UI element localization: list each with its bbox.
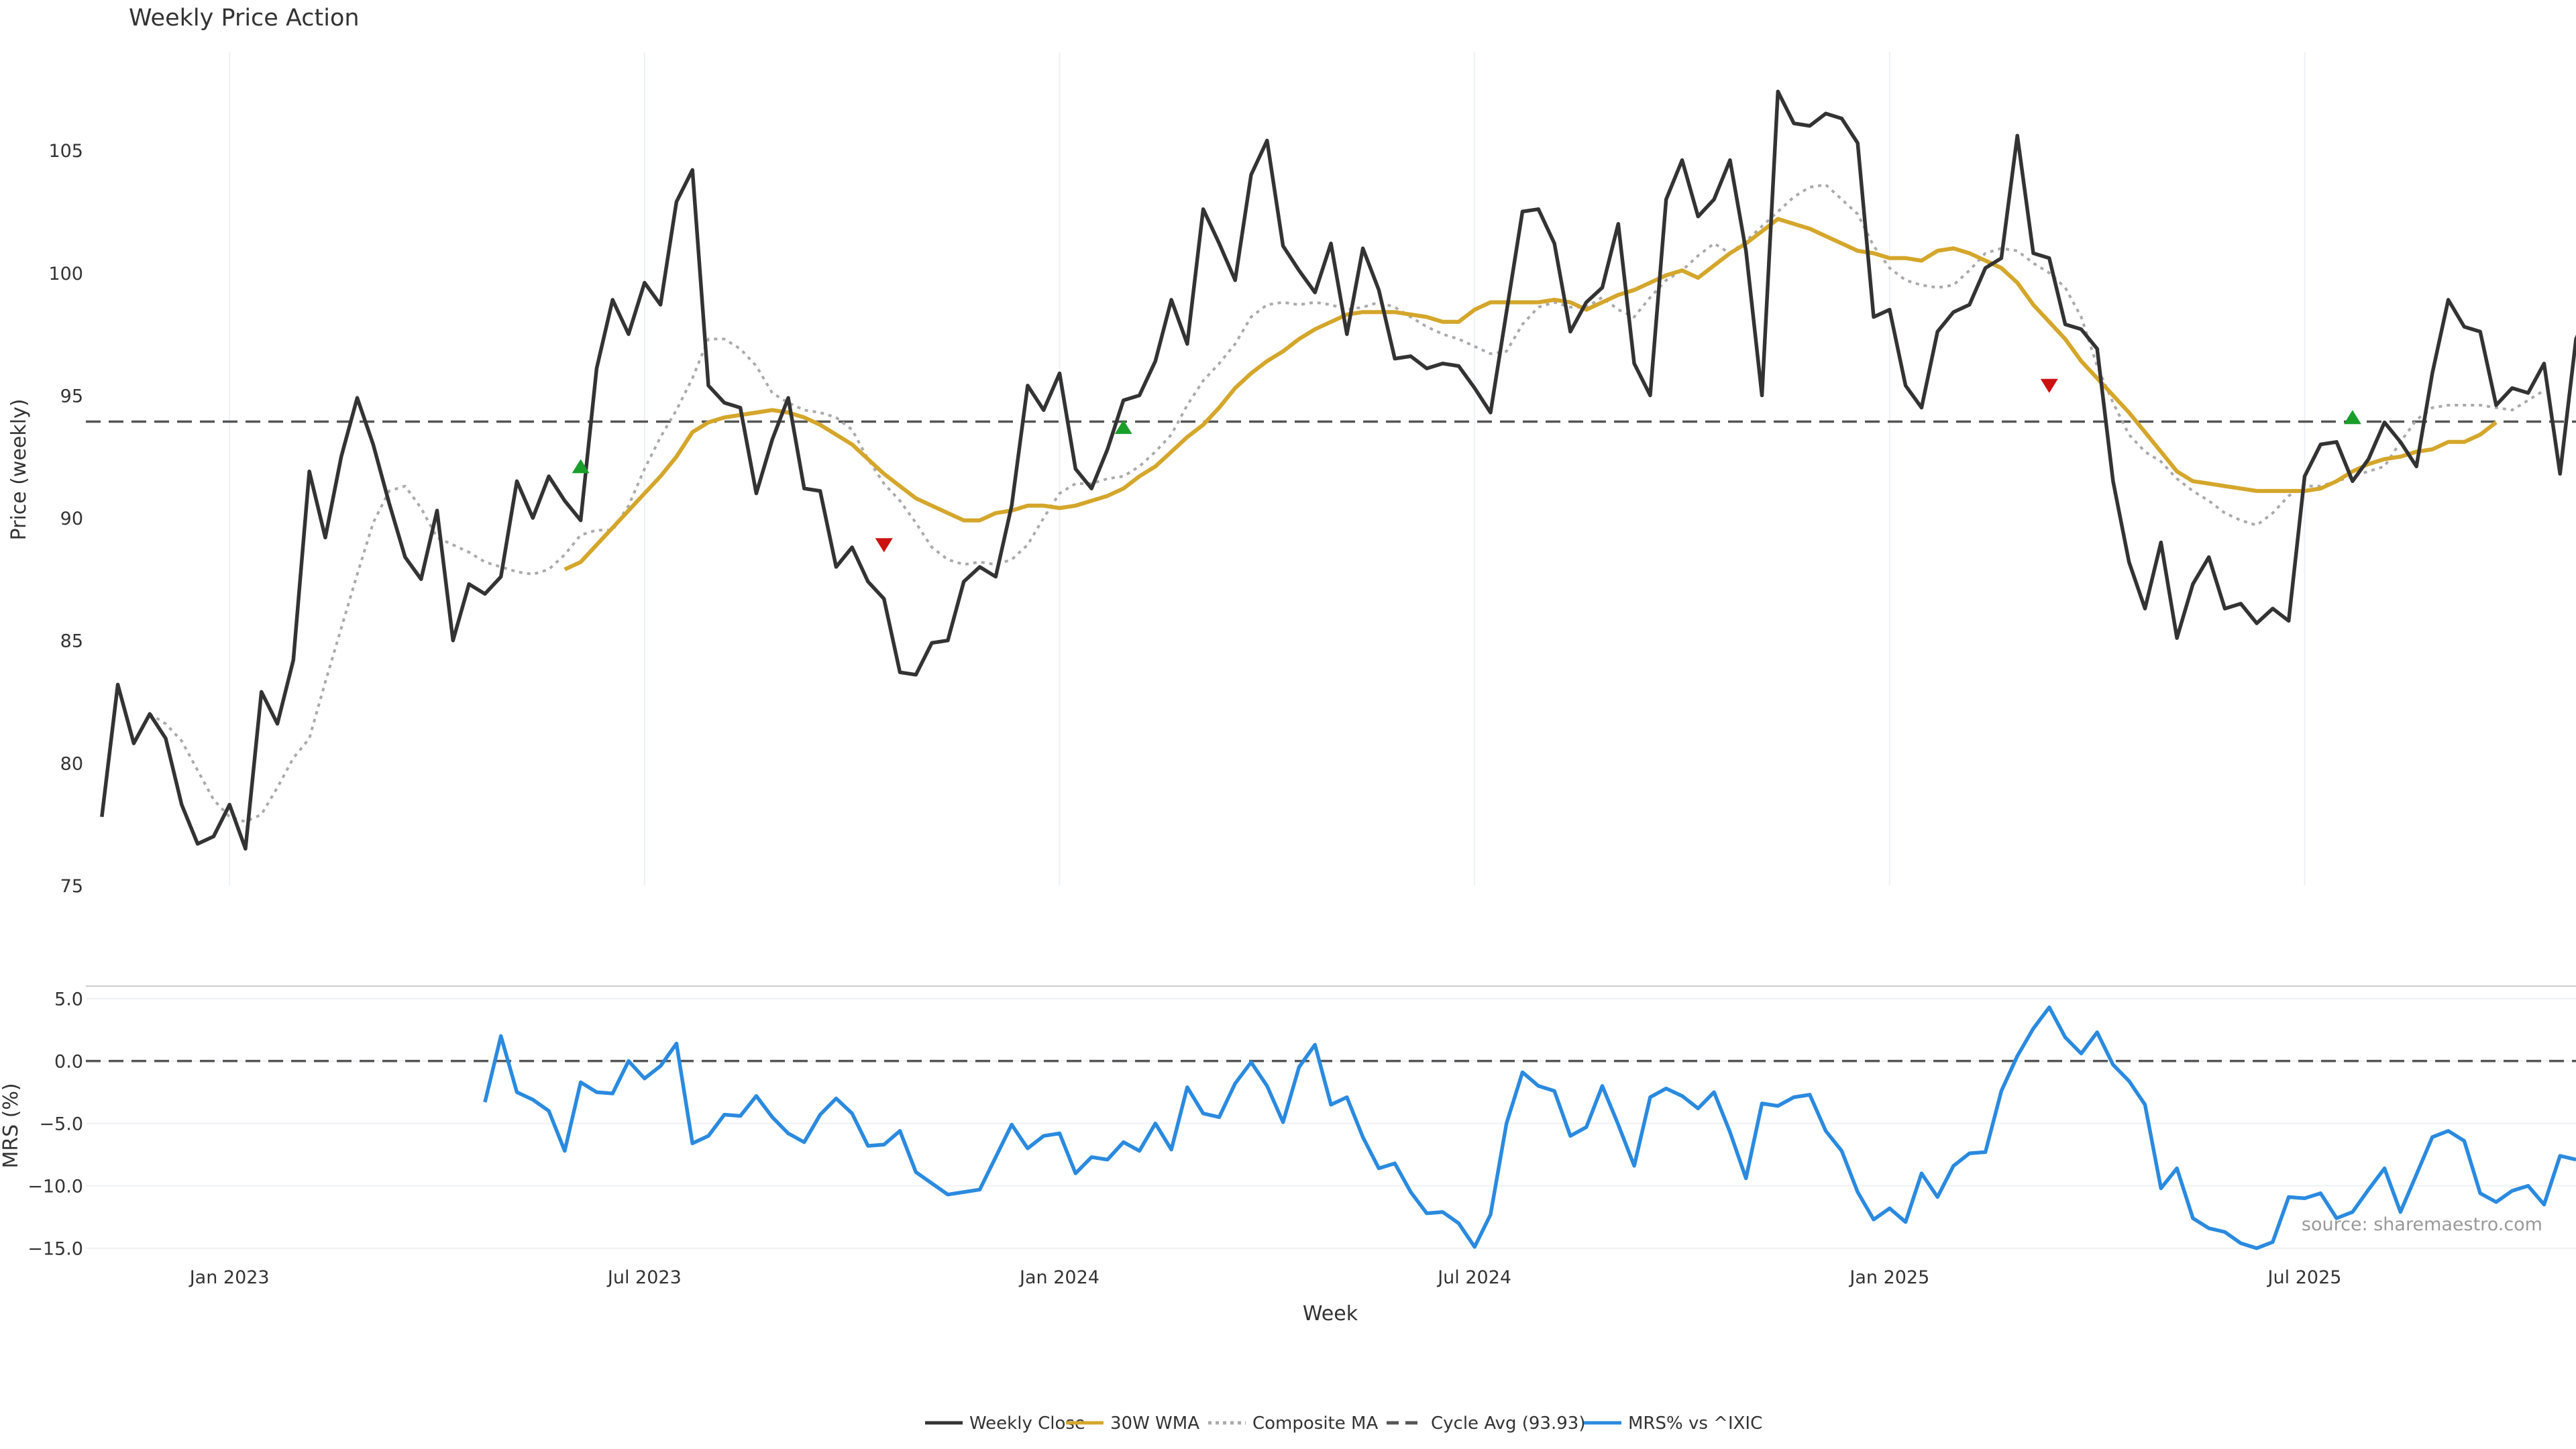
x-tick-label: Jul 2025 bbox=[2267, 1267, 2342, 1288]
chart-title: Weekly Price Action bbox=[129, 5, 360, 32]
mrs-line bbox=[483, 1005, 2576, 1250]
price-y-tick-label: 100 bbox=[48, 264, 83, 284]
x-tick-label: Jan 2023 bbox=[189, 1267, 270, 1288]
x-tick-label: Jan 2024 bbox=[1018, 1267, 1099, 1288]
mrs-y-tick-label: 0.0 bbox=[54, 1052, 83, 1073]
legend-item-label: 30W WMA bbox=[1110, 1413, 1199, 1434]
price-y-tick-label: 90 bbox=[60, 508, 83, 529]
buy-signal-marker bbox=[572, 459, 590, 474]
source-note: source: sharemaestro.com bbox=[2302, 1214, 2542, 1235]
sell-signal-marker bbox=[2040, 378, 2058, 393]
mrs-y-tick-label: −10.0 bbox=[28, 1177, 83, 1197]
wma-30w-line bbox=[564, 217, 2498, 572]
price-y-axis-label: Price (weekly) bbox=[7, 398, 31, 540]
mrs-y-axis-label: MRS (%) bbox=[0, 1083, 23, 1168]
x-tick-label: Jul 2024 bbox=[1436, 1267, 1511, 1288]
mrs-y-tick-label: 5.0 bbox=[54, 989, 83, 1010]
legend-item-label: Cycle Avg (93.93) bbox=[1431, 1413, 1585, 1434]
x-ticks: Jan 2023 Jul 2023 Jan 2024 Jul 2024 Jan 2025… bbox=[189, 1267, 2342, 1288]
legend-item-label: MRS% vs ^IXIC bbox=[1628, 1413, 1762, 1434]
buy-signal-marker bbox=[2343, 410, 2361, 425]
x-axis-label: Week bbox=[1303, 1302, 1358, 1326]
price-y-tick-label: 105 bbox=[48, 141, 83, 162]
legend: Weekly Close 30W WMA Composite MA Cycle Avg… bbox=[925, 1413, 1762, 1434]
x-tick-label: Jul 2023 bbox=[606, 1267, 682, 1288]
price-grid bbox=[229, 52, 2306, 885]
mrs-y-tick-label: −15.0 bbox=[28, 1239, 83, 1260]
legend-item-label: Composite MA bbox=[1252, 1413, 1378, 1434]
mrs-y-ticks: −15.0 −10.0 −5.0 0.0 5.0 bbox=[28, 989, 83, 1260]
price-y-tick-label: 85 bbox=[60, 631, 83, 652]
weekly-close-line bbox=[100, 89, 2576, 851]
price-y-ticks: 75 80 85 90 95 100 105 bbox=[48, 141, 83, 897]
price-y-tick-label: 95 bbox=[60, 386, 83, 407]
signal-markers bbox=[572, 378, 2361, 553]
price-y-tick-label: 80 bbox=[60, 753, 83, 774]
buy-signal-marker bbox=[1114, 419, 1132, 434]
sell-signal-marker bbox=[875, 538, 893, 553]
mrs-y-tick-label: −5.0 bbox=[39, 1114, 83, 1135]
price-y-tick-label: 75 bbox=[60, 876, 83, 897]
x-tick-label: Jan 2025 bbox=[1848, 1267, 1929, 1288]
